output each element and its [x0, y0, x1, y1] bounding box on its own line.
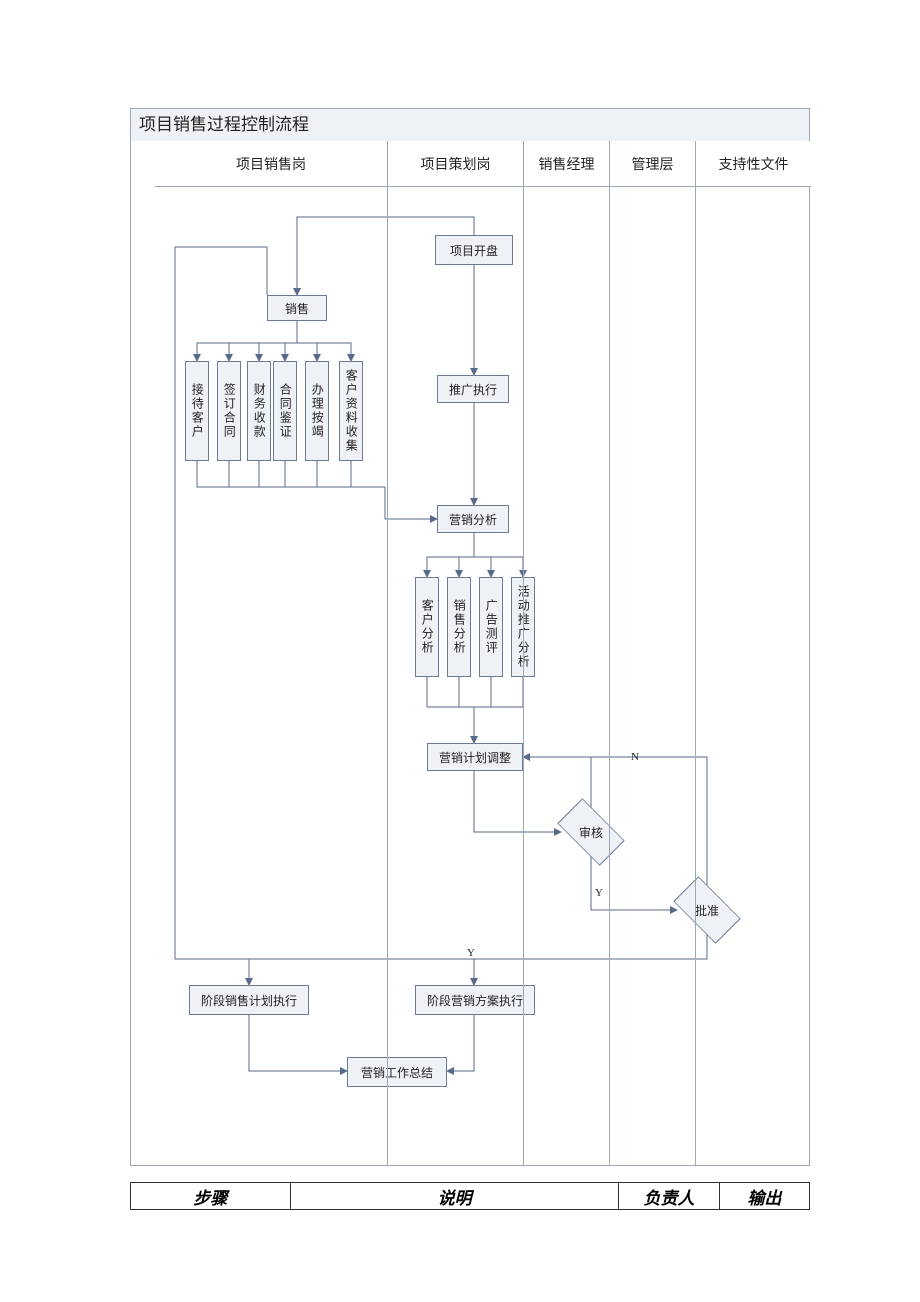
edge-label: Y	[595, 887, 603, 899]
edge-e-mktan-ca	[427, 533, 474, 577]
edge-e-mktan-sa	[459, 533, 474, 577]
footer-col-output: 输出	[720, 1183, 809, 1209]
edge-e-review-y	[591, 855, 677, 910]
edge-e-approve-n	[655, 757, 707, 887]
node-sales: 销售	[267, 295, 327, 321]
node-approve: 批准	[677, 887, 737, 933]
node-review: 审核	[561, 809, 621, 855]
edge-e-tasks-join	[197, 487, 437, 519]
edge-e-stagemkt-summary	[447, 1015, 474, 1071]
lane-header-lane-sales-manager: 销售经理	[523, 141, 609, 187]
edge-e-mktan-ad	[474, 533, 491, 577]
node-open: 项目开盘	[435, 235, 513, 265]
node-ad: 广告测评	[479, 577, 503, 677]
node-label: 批准	[677, 887, 737, 933]
lane-header-lane-sales-post: 项目销售岗	[155, 141, 387, 187]
edge-e-tasks-mktan	[197, 461, 229, 487]
lane-divider	[609, 187, 610, 1165]
node-mktan: 营销分析	[437, 505, 509, 533]
edge-e-y-left-up	[175, 247, 267, 959]
edge-e-sales-auth	[285, 321, 297, 361]
node-auth: 合同鉴证	[273, 361, 297, 461]
lane-header-lane-management: 管理层	[609, 141, 695, 187]
flowchart-frame: 项目销售过程控制流程 项目开盘销售接待客户签订合同财务收款合同鉴证办理按竭客户资…	[130, 108, 810, 1166]
node-stage_sale: 阶段销售计划执行	[189, 985, 309, 1015]
lane-strip	[131, 141, 156, 1165]
node-label: 审核	[561, 809, 621, 855]
footer-col-step: 步骤	[131, 1183, 291, 1209]
lane-header-lane-planning-post: 项目策划岗	[387, 141, 523, 187]
footer-table: 步骤说明负责人输出	[130, 1182, 810, 1210]
edges-layer	[155, 187, 811, 1167]
node-promo: 推广执行	[437, 375, 509, 403]
lane-header-lane-support-docs: 支持性文件	[695, 141, 811, 187]
edge-e-adjust-review	[474, 771, 561, 832]
node-mort: 办理按竭	[305, 361, 329, 461]
edge-label: N	[631, 751, 639, 763]
lane-divider	[387, 187, 388, 1165]
footer-col-owner: 负责人	[619, 1183, 719, 1209]
node-recv: 接待客户	[185, 361, 209, 461]
node-sign: 签订合同	[217, 361, 241, 461]
edge-e-sales-sign	[229, 321, 297, 361]
edge-e-sales-recv	[197, 321, 297, 361]
edge-label: Y	[467, 947, 475, 959]
lane-divider	[523, 187, 524, 1165]
node-fin: 财务收款	[247, 361, 271, 461]
lane-divider	[695, 187, 696, 1165]
node-ca: 客户分析	[415, 577, 439, 677]
node-summary: 营销工作总结	[347, 1057, 447, 1087]
node-sa: 销售分析	[447, 577, 471, 677]
edge-e-sales-cust	[297, 321, 351, 361]
node-cust: 客户资料收集	[339, 361, 363, 461]
node-stage_mkt: 阶段营销方案执行	[415, 985, 535, 1015]
edge-e-mktan-act	[474, 533, 523, 577]
edge-e-sales-fin	[259, 321, 297, 361]
edge-e-approve-y	[175, 933, 707, 959]
node-adjust: 营销计划调整	[427, 743, 523, 771]
page: 项目销售过程控制流程 项目开盘销售接待客户签订合同财务收款合同鉴证办理按竭客户资…	[0, 0, 920, 1302]
footer-col-desc: 说明	[291, 1183, 620, 1209]
edge-e-sales-mort	[297, 321, 317, 361]
edge-e-stagesale-summary	[249, 1015, 347, 1071]
flowchart-title: 项目销售过程控制流程	[131, 109, 809, 142]
flowchart-canvas: 项目开盘销售接待客户签订合同财务收款合同鉴证办理按竭客户资料收集 推广执行营销分析…	[155, 187, 809, 1165]
